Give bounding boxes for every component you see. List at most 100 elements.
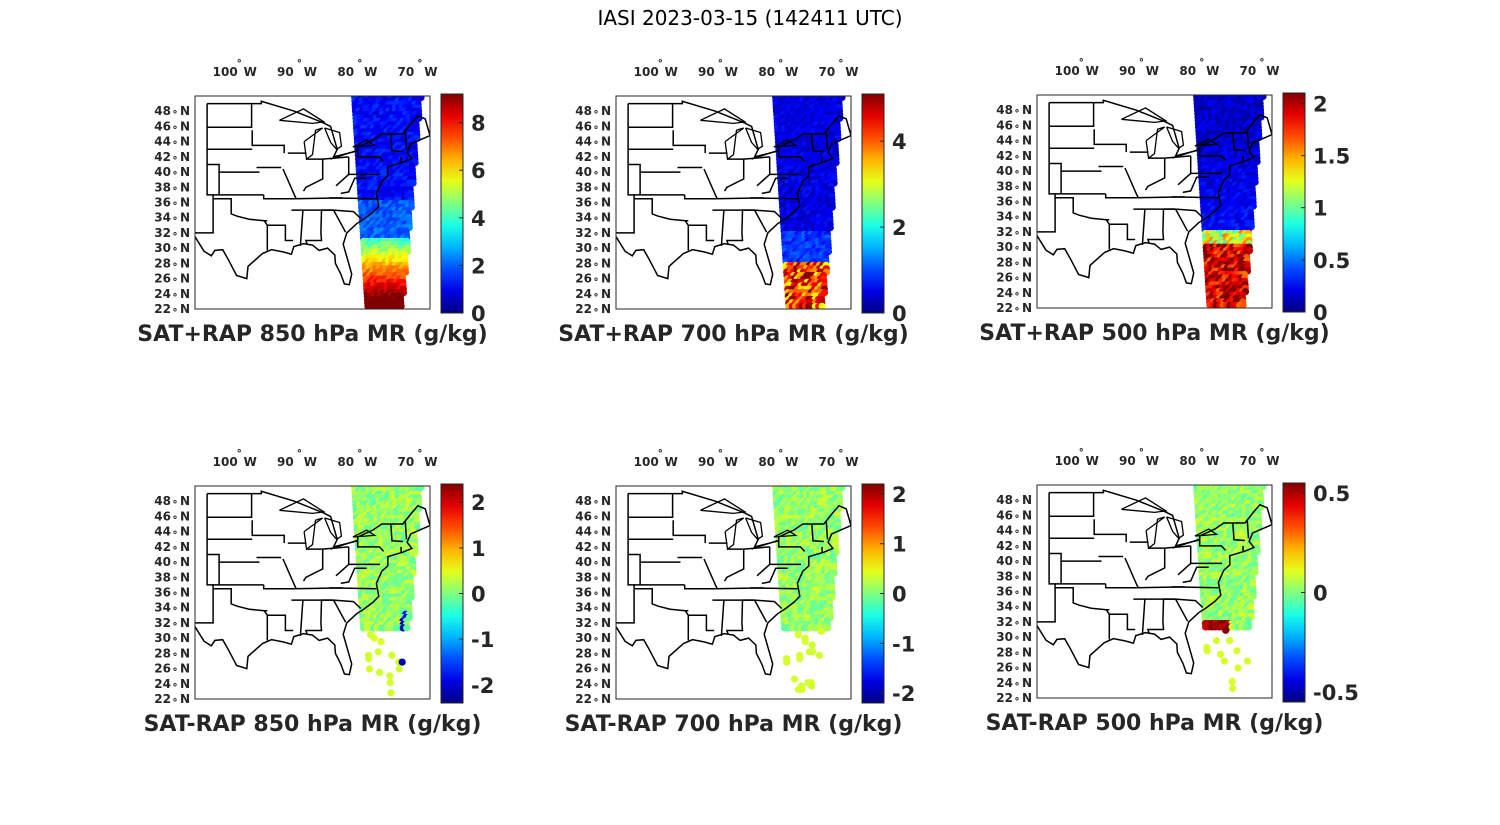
state-boundary xyxy=(213,587,268,612)
degree-mark: ˚ xyxy=(172,575,178,590)
lat-tick-label: 24 xyxy=(154,677,171,691)
swath-point xyxy=(808,641,816,649)
state-boundary xyxy=(1037,163,1056,233)
degree-mark: ˚ xyxy=(172,499,178,514)
degree-mark: ˚ xyxy=(1014,245,1020,260)
lat-hemisphere: N xyxy=(1022,134,1032,148)
degree-mark: ˚ xyxy=(172,651,178,666)
lat-tick-label: 36 xyxy=(996,195,1013,209)
panel-sat-minus-rap-700: 100 ˚ W 90 ˚ W 80 ˚ W 70 ˚ W 48 ˚ N 46 ˚ N 44 ˚ N 42 ˚ N 40 ˚ N 38 ˚… xyxy=(531,448,951,750)
swath-point xyxy=(824,624,832,632)
state-boundary xyxy=(750,587,798,590)
colorbar-tick-label: 6 xyxy=(471,159,486,183)
state-boundary xyxy=(746,599,783,610)
colorbar-tick-label: 2 xyxy=(892,216,907,240)
colorbar-tick-label: 0 xyxy=(892,583,907,607)
lat-tick-label: 30 xyxy=(154,631,171,645)
lat-tick-label: 46 xyxy=(154,509,171,523)
great-lake-shore xyxy=(352,529,377,538)
state-boundary xyxy=(306,156,349,160)
swath-point xyxy=(403,624,411,632)
lat-hemisphere: N xyxy=(601,646,611,660)
lon-hemisphere: W xyxy=(1146,64,1159,78)
lon-hemisphere: W xyxy=(785,65,798,79)
lon-tick-label: 90 xyxy=(277,65,294,79)
degree-mark: ˚ xyxy=(593,109,599,124)
lat-tick-label: 46 xyxy=(996,118,1013,132)
swath-point xyxy=(387,689,395,697)
degree-mark: ˚ xyxy=(1014,215,1020,230)
lat-tick-label: 24 xyxy=(575,287,592,301)
degree-mark: ˚ xyxy=(236,58,242,73)
lat-tick-label: 30 xyxy=(575,241,592,255)
map-panel-svg: 100˚ W 90 ˚ W 80 ˚ W 70 ˚ W48 ˚ N46 ˚ N44 ˚ N42 ˚ N40 ˚ N38 ˚… xyxy=(565,448,916,737)
state-boundary xyxy=(1124,167,1139,199)
degree-mark: ˚ xyxy=(1014,139,1020,154)
lat-tick-label: 24 xyxy=(154,287,171,301)
state-boundary xyxy=(1049,102,1095,127)
state-boundary xyxy=(262,584,295,590)
lat-hemisphere: N xyxy=(180,646,190,660)
lon-hemisphere: W xyxy=(364,65,377,79)
lon-tick-label: 90 xyxy=(698,455,715,469)
degree-mark: ˚ xyxy=(593,514,599,529)
lat-tick-label: 40 xyxy=(154,555,171,569)
lat-tick-label: 32 xyxy=(154,616,171,630)
lat-hemisphere: N xyxy=(601,570,611,584)
lon-hemisphere: W xyxy=(1266,64,1279,78)
degree-mark: ˚ xyxy=(417,58,423,73)
satellite-swath xyxy=(351,486,425,697)
panel-title: SAT+RAP 500 hPa MR (g/kg) xyxy=(979,321,1329,346)
colorbar-tick-label: 0 xyxy=(471,583,486,607)
lat-tick-label: 30 xyxy=(996,240,1013,254)
great-lake-shore xyxy=(352,139,377,148)
lon-tick-label: 80 xyxy=(1179,64,1196,78)
lon-hemisphere: W xyxy=(1086,64,1099,78)
degree-mark: ˚ xyxy=(717,448,723,463)
state-boundary xyxy=(304,600,323,635)
degree-mark: ˚ xyxy=(593,261,599,276)
degree-mark: ˚ xyxy=(593,277,599,292)
lat-tick-label: 32 xyxy=(575,616,592,630)
great-lake-shore xyxy=(773,139,798,148)
state-boundary xyxy=(1093,129,1127,153)
degree-mark: ˚ xyxy=(172,216,178,231)
degree-mark: ˚ xyxy=(593,560,599,575)
colorbar-tick-label: 8 xyxy=(471,112,486,136)
map-frame xyxy=(194,95,431,310)
degree-mark: ˚ xyxy=(172,682,178,697)
state-boundary xyxy=(1049,162,1102,172)
lon-hemisphere: W xyxy=(304,65,317,79)
state-boundary xyxy=(746,209,783,220)
lon-tick-label: 70 xyxy=(398,65,415,79)
degree-mark: ˚ xyxy=(1014,230,1020,245)
state-boundary xyxy=(390,133,403,153)
lon-hemisphere: W xyxy=(845,455,858,469)
great-lake-shore xyxy=(1145,126,1166,160)
state-boundary xyxy=(356,150,385,162)
degree-mark: ˚ xyxy=(593,155,599,170)
lon-hemisphere: W xyxy=(244,455,257,469)
lat-tick-label: 40 xyxy=(575,165,592,179)
lat-hemisphere: N xyxy=(180,241,190,255)
state-boundary xyxy=(1141,209,1146,245)
lat-tick-label: 38 xyxy=(154,570,171,584)
swath-point xyxy=(398,658,406,666)
state-boundary xyxy=(703,168,718,200)
great-lake-shore xyxy=(745,517,764,541)
lat-tick-label: 38 xyxy=(154,180,171,194)
lat-tick-label: 34 xyxy=(154,211,171,225)
degree-mark: ˚ xyxy=(172,545,178,560)
map-panel-svg: 100˚ W 90 ˚ W 80 ˚ W 70 ˚ W48 ˚ N46 ˚ N44 ˚ N42 ˚ N40 ˚ N38 ˚… xyxy=(144,448,495,737)
degree-mark: ˚ xyxy=(1014,276,1020,291)
lat-tick-label: 40 xyxy=(996,164,1013,178)
lat-hemisphere: N xyxy=(180,150,190,164)
colorbar-tick-label: -1 xyxy=(892,632,915,656)
lat-hemisphere: N xyxy=(180,631,190,645)
lat-hemisphere: N xyxy=(601,104,611,118)
state-boundary xyxy=(756,563,771,577)
degree-mark: ˚ xyxy=(717,58,723,73)
basemap xyxy=(195,100,430,286)
lat-tick-label: 24 xyxy=(996,286,1013,300)
degree-mark: ˚ xyxy=(172,155,178,170)
